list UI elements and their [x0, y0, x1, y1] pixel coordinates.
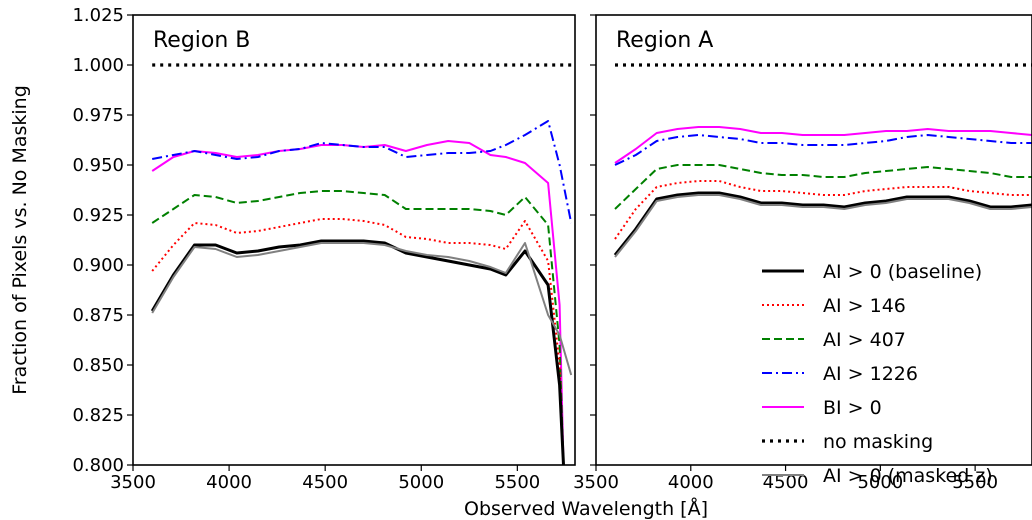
series-line-ai-146	[614, 180, 1032, 240]
x-tick-label: 5500	[952, 472, 998, 493]
y-tick-label: 0.850	[72, 355, 124, 376]
x-tick-label: 5500	[494, 472, 540, 493]
series-line-ai-407	[614, 164, 1032, 210]
y-tick-label: 0.950	[72, 155, 124, 176]
x-tick-label: 5000	[398, 472, 444, 493]
series-line-ai-0-masked-z	[151, 242, 573, 376]
x-tick-label: 3500	[110, 472, 156, 493]
legend-label: AI > 146	[823, 295, 906, 317]
x-tick-label: 5000	[857, 472, 903, 493]
series-line-ai-0-masked-z	[614, 194, 1032, 258]
series-line-bi-0	[614, 126, 1032, 164]
series-line-ai-407	[151, 190, 565, 465]
legend-label: AI > 1226	[823, 363, 918, 385]
y-tick-label: 0.900	[72, 255, 124, 276]
x-axis-title: Observed Wavelength [Å]	[464, 497, 708, 520]
y-tick-label: 1.000	[72, 55, 124, 76]
x-tick-label: 4000	[668, 472, 714, 493]
y-tick-label: 0.800	[72, 455, 124, 476]
series-line-ai-146	[151, 218, 565, 465]
x-tick-label: 3500	[573, 472, 619, 493]
series-line-ai-1226	[152, 120, 573, 224]
panel-title: Region B	[153, 28, 250, 53]
panel-left: 0.800 0.825 0.850 0.875 0.900 0.925 0.950 0.975…	[72, 5, 576, 493]
panels-layer: 0.800 0.825 0.850 0.875 0.900 0.925 0.950 0.975…	[72, 5, 1032, 493]
legend-label: no masking	[823, 431, 933, 453]
x-tick-label: 4000	[206, 472, 252, 493]
y-tick-label: 1.025	[72, 5, 124, 26]
legend-label: AI > 407	[823, 329, 906, 351]
series-group	[613, 63, 1032, 258]
panel-frame	[132, 14, 576, 466]
panel-frame	[595, 14, 1032, 466]
y-tick-label: 0.925	[72, 205, 124, 226]
series-line-ai-0-baseline	[150, 239, 565, 465]
legend-label: AI > 0 (baseline)	[823, 261, 982, 283]
y-tick-label: 0.875	[72, 305, 124, 326]
x-tick-label: 4500	[763, 472, 809, 493]
y-tick-label: 0.825	[72, 405, 124, 426]
y-tick-label: 0.975	[72, 105, 124, 126]
panel-right: 3500 4000 4500 5000 5500 Region A	[573, 14, 1032, 493]
series-line-ai-1226	[614, 134, 1032, 166]
legend-label: AI > 0 (masked z)	[823, 465, 993, 487]
panel-title: Region A	[616, 28, 713, 53]
series-line-ai-0-baseline	[613, 191, 1032, 256]
legend-label: BI > 0	[823, 397, 882, 419]
legend: AI > 0 (baseline) AI > 146 AI > 407 AI > 12…	[762, 261, 993, 487]
y-axis-title: Fraction of Pixels vs. No Masking	[9, 85, 31, 395]
x-tick-label: 4500	[302, 472, 348, 493]
series-group	[150, 63, 573, 465]
